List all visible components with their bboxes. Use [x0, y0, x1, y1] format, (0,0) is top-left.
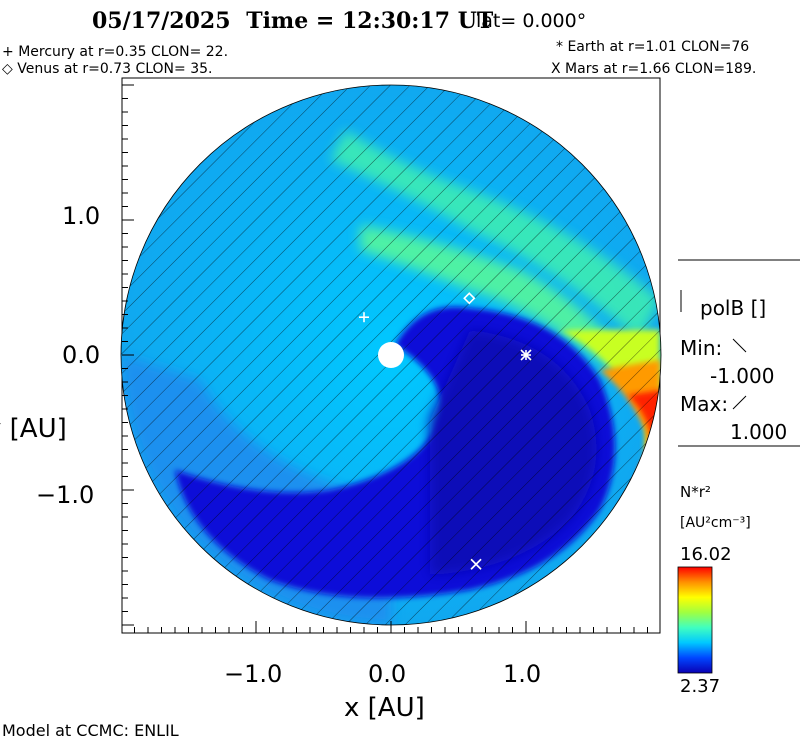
planet-info-venus: ◇ Venus at r=0.73 CLON= 35.: [2, 61, 212, 77]
x-tick-label: −1.0: [224, 660, 283, 688]
polarity-max-icon: [732, 395, 747, 410]
title-date: 05/17/2025: [92, 8, 231, 34]
y-tick-label: 0.0: [62, 341, 101, 369]
title-latitude: lat= 0.000°: [476, 10, 587, 32]
x-tick-label: 0.0: [368, 660, 407, 688]
polarity-max-value: 1.000: [730, 420, 788, 444]
mercury-symbol: +: [2, 44, 14, 60]
planet-marker-venus: [463, 292, 476, 305]
inner-boundary-sun: [378, 342, 404, 368]
earth-text: Earth at r=1.01 CLON=76: [567, 39, 750, 55]
y-tick-label: −1.0: [36, 481, 95, 509]
venus-symbol: ◇: [2, 61, 13, 77]
colorbar-min-label: 2.37: [680, 676, 721, 697]
planet-info-mars: X Mars at r=1.66 CLON=189.: [551, 61, 756, 77]
polarity-max-label: Max:: [680, 392, 729, 416]
x-tick-label: 1.0: [503, 660, 542, 688]
earth-symbol: *: [556, 39, 563, 55]
mars-text: Mars at r=1.66 CLON=189.: [565, 61, 757, 77]
planet-markers: [359, 292, 532, 570]
y-tick-label: 1.0: [62, 202, 101, 230]
colorbar-units: [AU²cm⁻³]: [680, 515, 751, 531]
model-credit: Model at CCMC: ENLIL: [2, 721, 179, 740]
colorbar: [677, 566, 713, 674]
colorbar-quantity: N*r²: [680, 483, 711, 501]
x-axis-ticks: [134, 621, 648, 633]
colorbar-max-label: 16.02: [680, 544, 732, 565]
polarity-min-label: Min:: [680, 336, 723, 360]
planet-info-earth: * Earth at r=1.01 CLON=76: [556, 39, 749, 55]
x-axis-label: x [AU]: [344, 693, 425, 723]
venus-text: Venus at r=0.73 CLON= 35.: [17, 61, 213, 77]
planet-marker-mercury: [359, 312, 369, 323]
planet-marker-earth: [520, 349, 532, 361]
mercury-text: Mercury at r=0.35 CLON= 22.: [18, 44, 229, 60]
title-time: Time = 12:30:17 UT: [246, 8, 494, 34]
polarity-legend-title: polB []: [700, 296, 767, 320]
planet-marker-mars: [470, 558, 482, 570]
y-axis-label: y [AU]: [0, 414, 67, 444]
plot-title: 05/17/2025 Time = 12:30:17 UT: [92, 8, 493, 34]
polarity-min-value: -1.000: [710, 364, 775, 388]
planet-info-mercury: + Mercury at r=0.35 CLON= 22.: [2, 44, 228, 60]
mars-symbol: X: [551, 61, 561, 77]
polarity-min-icon: [732, 338, 747, 353]
y-axis-ticks: [122, 84, 134, 626]
